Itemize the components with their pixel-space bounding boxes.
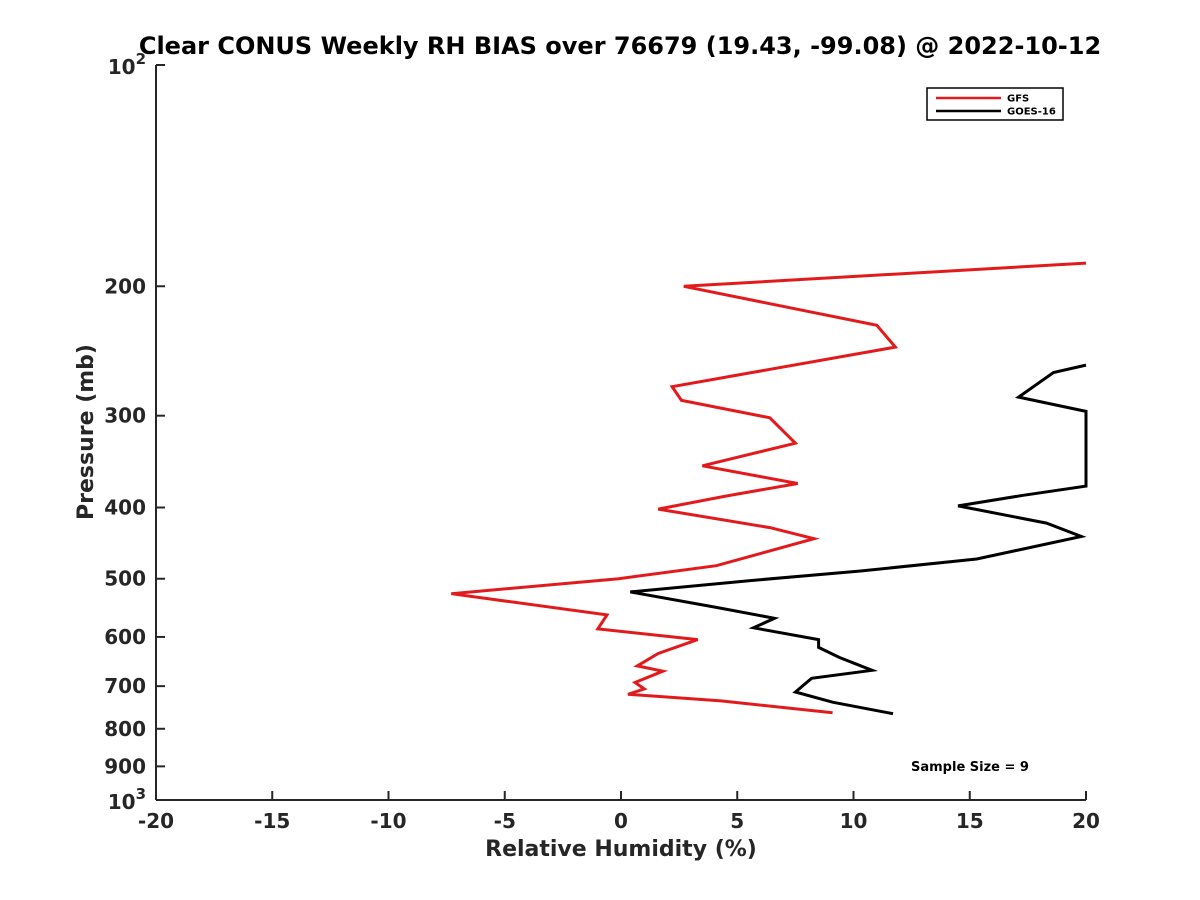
y-tick-label: 900 [104, 754, 146, 778]
legend: GFS GOES-16 [926, 87, 1064, 121]
y-tick-label: 300 [104, 404, 146, 428]
x-tick-label: -15 [254, 809, 290, 833]
x-tick-label: 10 [840, 809, 868, 833]
series-layer [451, 261, 1088, 716]
chart-title: Clear CONUS Weekly RH BIAS over 76679 (1… [139, 32, 1101, 60]
series-line-goes-16 [630, 363, 1088, 716]
x-tick-label: -20 [138, 809, 174, 833]
y-tick-label: 500 [104, 567, 146, 591]
x-tick-label: 5 [730, 809, 744, 833]
sample-size-annotation: Sample Size = 9 [911, 760, 1029, 775]
y-tick-label: 800 [104, 717, 146, 741]
x-tick-label: -10 [370, 809, 406, 833]
x-axis-label: Relative Humidity (%) [485, 837, 757, 862]
legend-items: GFS GOES-16 [936, 94, 1056, 118]
x-tick-label: -5 [494, 809, 516, 833]
y-tick-label: 200 [104, 274, 146, 298]
x-tick-label: 15 [956, 809, 984, 833]
y-axis-label: Pressure (mb) [74, 344, 99, 520]
y-ticks: 200 300 400 500 600 700 800 900 102 103 [104, 50, 165, 814]
legend-box [926, 87, 1064, 121]
x-tick-label: 20 [1072, 809, 1100, 833]
y-tick-label-power: 103 [108, 785, 146, 814]
legend-label: GOES-16 [1007, 107, 1056, 118]
legend-label: GFS [1007, 94, 1029, 105]
x-tick-label: 0 [614, 809, 628, 833]
plot-area: -20 -15 -10 -5 0 5 10 15 20 200 300 400 500 600 700 80… [104, 50, 1100, 833]
y-tick-label: 600 [104, 625, 146, 649]
y-tick-label-power: 102 [108, 50, 146, 79]
x-ticks: -20 -15 -10 -5 0 5 10 15 20 [138, 791, 1100, 833]
y-tick-label: 700 [104, 674, 146, 698]
series-line-gfs [451, 261, 1087, 715]
y-tick-label: 400 [104, 496, 146, 520]
